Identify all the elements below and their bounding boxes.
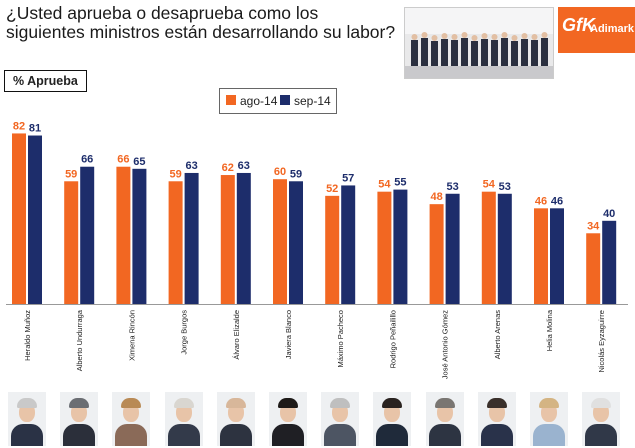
minister-photo bbox=[112, 392, 151, 446]
bar-sep bbox=[550, 208, 564, 304]
bar-sep bbox=[341, 185, 356, 304]
legend-swatch-ago bbox=[226, 95, 236, 105]
data-label-ago: 48 bbox=[430, 191, 442, 203]
minister-photo bbox=[582, 392, 621, 446]
minister-photo bbox=[164, 392, 203, 446]
bar-sep bbox=[602, 220, 617, 304]
bar-ago bbox=[64, 181, 79, 304]
data-label-sep: 63 bbox=[238, 160, 250, 172]
bar-ago bbox=[534, 208, 548, 304]
bar-sep bbox=[393, 189, 408, 304]
bar-ago bbox=[481, 191, 496, 304]
data-label-ago: 54 bbox=[378, 179, 391, 191]
minister-photo bbox=[321, 392, 360, 446]
minister-photo bbox=[8, 392, 46, 446]
bar-ago bbox=[12, 133, 26, 304]
bar-ago bbox=[325, 195, 340, 304]
bar-sep bbox=[184, 172, 199, 304]
category-label: José Antonio Gómez bbox=[441, 310, 450, 379]
bar-sep bbox=[80, 166, 95, 304]
adimark-text: Adimark bbox=[590, 23, 635, 35]
data-label-ago: 52 bbox=[326, 183, 338, 195]
category-label: Álvaro Elizalde bbox=[232, 310, 241, 360]
bar-sep bbox=[445, 193, 460, 304]
category-label: Alberto Undurraga bbox=[75, 309, 84, 371]
data-label-ago: 59 bbox=[169, 168, 181, 180]
category-label: Javiera Blanco bbox=[284, 310, 293, 359]
bar-chart: 82 81 Heraldo Muñoz 59 66 Alberto Undurraga 66… bbox=[6, 120, 628, 379]
minister-photo bbox=[373, 392, 412, 446]
cabinet-photo bbox=[404, 7, 554, 79]
gfk-adimark-logo: GfK Adimark bbox=[558, 7, 635, 53]
legend-swatch-sep bbox=[280, 95, 290, 105]
minister-photos bbox=[0, 390, 635, 448]
minister-photo bbox=[530, 392, 568, 446]
data-label-sep: 59 bbox=[290, 168, 302, 180]
minister-photo bbox=[60, 392, 99, 446]
bar-ago bbox=[377, 191, 392, 304]
chart-legend: ago-14 sep-14 bbox=[219, 88, 337, 114]
bar-ago bbox=[116, 166, 131, 304]
data-label-sep: 66 bbox=[81, 154, 93, 166]
data-label-sep: 81 bbox=[29, 123, 41, 135]
data-label-ago: 46 bbox=[535, 195, 547, 207]
data-label-sep: 65 bbox=[133, 156, 145, 168]
minister-photo bbox=[425, 392, 464, 446]
measure-label: % Aprueba bbox=[4, 70, 87, 92]
category-label: Jorge Burgos bbox=[180, 310, 189, 355]
chart-title: ¿Usted aprueba o desaprueba como los sig… bbox=[6, 3, 396, 42]
data-label-ago: 34 bbox=[587, 220, 600, 232]
bar-ago bbox=[273, 179, 287, 304]
bar-sep bbox=[132, 168, 147, 304]
category-label: Rodrigo Peñailillo bbox=[388, 310, 397, 368]
bar-sep bbox=[236, 172, 251, 304]
data-label-ago: 59 bbox=[65, 168, 77, 180]
category-label: Máximo Pacheco bbox=[336, 310, 345, 368]
data-label-sep: 53 bbox=[446, 181, 458, 193]
category-label: Heraldo Muñoz bbox=[23, 310, 32, 361]
data-label-sep: 57 bbox=[342, 172, 354, 184]
bar-ago bbox=[429, 204, 444, 304]
category-label: Nicolás Eyzaguirre bbox=[597, 310, 606, 373]
bar-sep bbox=[497, 193, 512, 304]
bar-ago bbox=[220, 175, 235, 304]
data-label-ago: 66 bbox=[117, 154, 129, 166]
category-label: Ximena Rincón bbox=[127, 310, 136, 361]
bar-ago bbox=[168, 181, 183, 304]
category-label: Helia Molina bbox=[545, 309, 554, 351]
minister-photo bbox=[269, 392, 307, 446]
minister-photo bbox=[216, 392, 255, 446]
data-label-sep: 53 bbox=[499, 181, 511, 193]
minister-photo bbox=[477, 392, 516, 446]
data-label-ago: 54 bbox=[483, 179, 496, 191]
data-label-sep: 40 bbox=[603, 208, 615, 220]
data-label-sep: 55 bbox=[394, 177, 406, 189]
bar-sep bbox=[289, 181, 303, 304]
data-label-ago: 62 bbox=[222, 162, 234, 174]
data-label-ago: 82 bbox=[13, 120, 25, 132]
bar-ago bbox=[586, 233, 601, 304]
data-label-ago: 60 bbox=[274, 166, 286, 178]
category-label: Alberto Arenas bbox=[493, 310, 502, 359]
legend-label-sep: sep-14 bbox=[294, 94, 331, 108]
gfk-mark: GfK bbox=[562, 15, 595, 35]
bar-sep bbox=[28, 135, 42, 304]
data-label-sep: 46 bbox=[551, 195, 563, 207]
legend-label-ago: ago-14 bbox=[240, 94, 278, 108]
data-label-sep: 63 bbox=[185, 160, 197, 172]
